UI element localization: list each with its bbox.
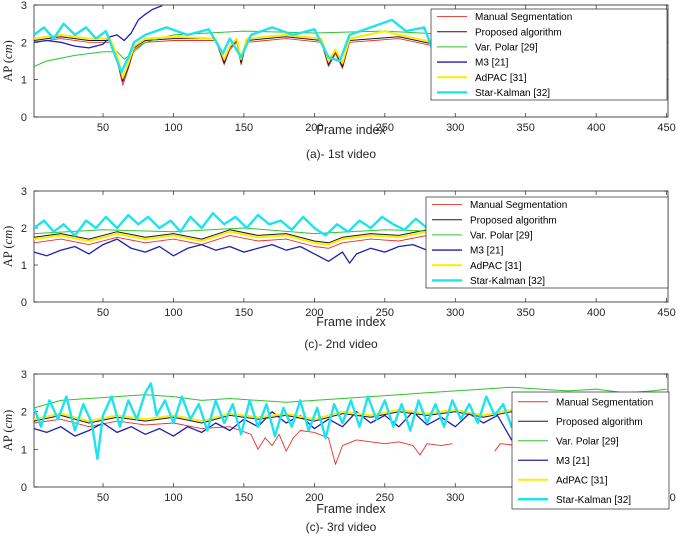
y-tick-label: 1 xyxy=(21,444,27,456)
y-tick-label: 3 xyxy=(21,186,27,198)
legend-box xyxy=(430,8,668,101)
x-tick-label: 200 xyxy=(305,307,323,319)
panel-caption: (c)- 3rd video xyxy=(306,520,377,534)
x-tick-label: 350 xyxy=(517,122,535,134)
x-axis-label: Frame index xyxy=(316,315,386,329)
panel-caption: (a)- 1st video xyxy=(306,147,376,161)
y-tick-label: 2 xyxy=(21,407,27,419)
series-line-m3-21 xyxy=(34,5,163,49)
legend: Manual Segmentation Proposed algorithm Var… xyxy=(430,8,668,101)
x-tick-label: 50 xyxy=(97,122,109,134)
x-tick-label: 400 xyxy=(587,122,605,134)
legend-label: Star-Kalman [32] xyxy=(470,276,545,287)
x-tick-label: 250 xyxy=(376,307,394,319)
y-tick-label: 0 xyxy=(21,112,27,124)
y-tick-label: 3 xyxy=(21,0,27,12)
y-axis-label: AP (cm) xyxy=(1,40,15,82)
x-tick-label: 450 xyxy=(657,307,675,319)
y-tick-label: 2 xyxy=(21,37,27,49)
y-tick-label: 1 xyxy=(21,75,27,87)
x-tick-label: 150 xyxy=(235,307,253,319)
legend: Manual Segmentation Proposed algorithm Var… xyxy=(425,196,669,289)
legend-label: Star-Kalman [32] xyxy=(556,495,631,506)
legend-label: Manual Segmentation xyxy=(475,12,572,23)
x-tick-label: 300 xyxy=(446,122,464,134)
legend-label: Proposed algorithm xyxy=(475,27,562,38)
legend: Manual Segmentation Proposed algorithm Var… xyxy=(511,391,670,510)
x-tick-label: 250 xyxy=(376,492,394,504)
x-tick-label: 450 xyxy=(657,122,675,134)
legend-label: Var. Polar [29] xyxy=(475,42,538,53)
legend-label: Var. Polar [29] xyxy=(556,436,619,447)
series-line-var-polar-29 xyxy=(34,386,667,409)
x-tick-label: 300 xyxy=(446,307,464,319)
x-tick-label: 100 xyxy=(164,492,182,504)
legend-box xyxy=(425,196,669,289)
legend-label: AdPAC [31] xyxy=(470,261,522,272)
legend-label: M3 [21] xyxy=(475,58,509,69)
legend-label: Proposed algorithm xyxy=(556,417,643,428)
x-tick-label: 350 xyxy=(517,307,535,319)
x-tick-label: 300 xyxy=(446,492,464,504)
x-axis-label: Frame index xyxy=(316,123,386,137)
chart-panel-1: 50 100 150 200 250 300 350 400 450 0 1 2 3 AP (cm) Fra… xyxy=(1,0,676,161)
legend-label: Manual Segmentation xyxy=(470,200,567,211)
x-tick-label: 150 xyxy=(235,122,253,134)
x-tick-label: 100 xyxy=(164,122,182,134)
legend-box xyxy=(511,391,670,510)
x-tick-label: 400 xyxy=(587,307,605,319)
y-axis-label: AP (cm) xyxy=(1,226,15,268)
x-axis-label: Frame index xyxy=(316,502,386,516)
legend-label: Proposed algorithm xyxy=(470,215,557,226)
legend-label: AdPAC [31] xyxy=(475,73,527,84)
y-tick-label: 1 xyxy=(21,260,27,272)
legend-label: Var. Polar [29] xyxy=(470,230,533,241)
x-tick-label: 100 xyxy=(164,307,182,319)
legend-label: M3 [21] xyxy=(470,246,504,257)
y-tick-label: 0 xyxy=(21,482,27,494)
legend-label: Star-Kalman [32] xyxy=(475,88,550,99)
y-tick-label: 0 xyxy=(21,297,27,309)
y-tick-label: 3 xyxy=(21,369,27,381)
y-axis-label: AP (cm) xyxy=(1,410,15,452)
x-tick-label: 200 xyxy=(305,492,323,504)
x-tick-label: 250 xyxy=(376,122,394,134)
legend-label: M3 [21] xyxy=(556,456,590,467)
panel-caption: (c)- 2nd video xyxy=(304,337,378,351)
x-tick-label: 150 xyxy=(235,492,253,504)
x-tick-label: 50 xyxy=(97,492,109,504)
legend-label: AdPAC [31] xyxy=(556,475,608,486)
chart-panel-2: 50 100 150 200 250 300 350 400 450 0 1 2 3 AP (cm) Fra… xyxy=(1,186,676,351)
legend-label: Manual Segmentation xyxy=(556,397,653,408)
x-tick-label: 50 xyxy=(97,307,109,319)
y-tick-label: 2 xyxy=(21,223,27,235)
x-tick-label: 200 xyxy=(305,122,323,134)
